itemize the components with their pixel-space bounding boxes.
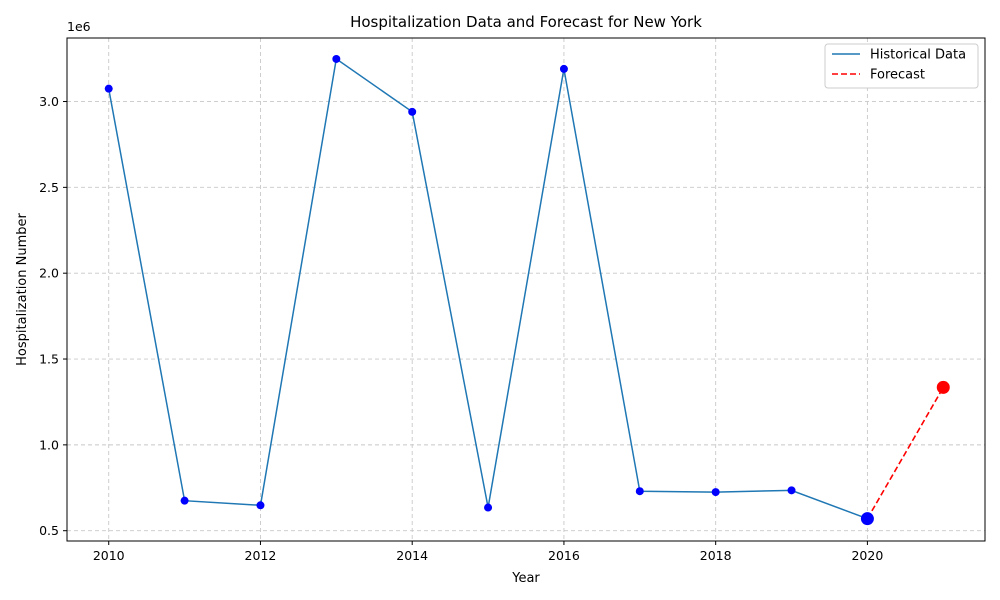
y-tick-label: 1.0 bbox=[39, 437, 59, 452]
y-tick-label: 0.5 bbox=[39, 523, 59, 538]
plot-frame bbox=[66, 37, 986, 542]
last-historical-point bbox=[860, 512, 874, 526]
x-axis-label: Year bbox=[511, 571, 540, 586]
y-tick-label: 3.0 bbox=[39, 94, 59, 109]
historical-data-point bbox=[104, 84, 113, 93]
y-tick-label: 2.0 bbox=[39, 266, 59, 281]
grid-layer bbox=[67, 38, 985, 541]
historical-data-point bbox=[635, 487, 644, 496]
legend-box bbox=[824, 43, 979, 89]
legend-label-forecast: Forecast bbox=[870, 68, 925, 83]
historical-data-point bbox=[711, 488, 720, 497]
forecast-line bbox=[866, 386, 944, 520]
historical-data-point bbox=[559, 64, 568, 73]
historical-data-point bbox=[256, 501, 265, 510]
y-axis-label: Hospitalization Number bbox=[15, 212, 30, 365]
legend-label-historical: Historical Data bbox=[870, 48, 966, 63]
historical-data-point bbox=[408, 107, 417, 116]
historical-data-point bbox=[484, 503, 493, 512]
historical-data-point bbox=[180, 496, 189, 505]
y-tick-label: 2.5 bbox=[39, 180, 59, 195]
historical-data-point bbox=[332, 54, 341, 63]
x-tick-label: 2020 bbox=[851, 548, 883, 563]
y-tick-label: 1.5 bbox=[39, 352, 59, 367]
x-tick-label: 2010 bbox=[93, 548, 125, 563]
historical-data-point bbox=[787, 486, 796, 495]
chart-title: Hospitalization Data and Forecast for Ne… bbox=[350, 13, 702, 31]
x-tick-label: 2014 bbox=[396, 548, 428, 563]
forecast-point bbox=[936, 380, 950, 394]
x-tick-label: 2012 bbox=[245, 548, 277, 563]
series-layer bbox=[104, 54, 950, 526]
tick-layer: 2010 2012 2014 2016 2018 2020 0.5 1.0 1.5 2.0 2.5 3… bbox=[39, 94, 883, 563]
x-tick-label: 2018 bbox=[700, 548, 732, 563]
x-tick-label: 2016 bbox=[548, 548, 580, 563]
legend: Historical Data Forecast bbox=[824, 43, 979, 89]
y-offset-label: 1e6 bbox=[67, 19, 91, 34]
